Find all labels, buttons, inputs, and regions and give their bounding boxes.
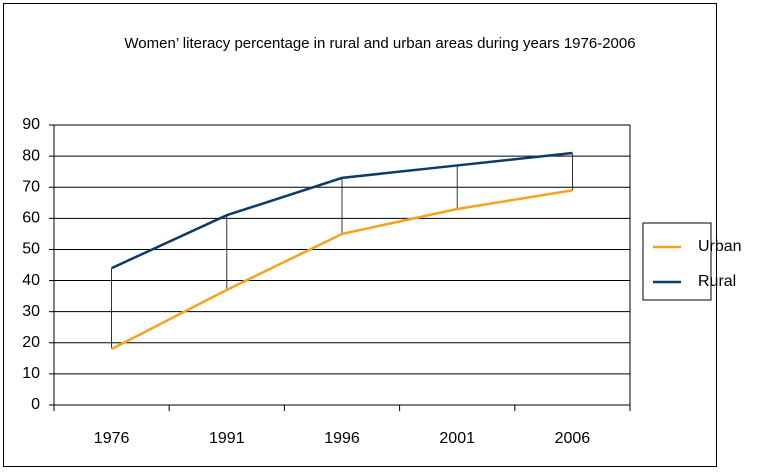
y-tick-label: 90	[22, 116, 40, 133]
series-line	[111, 189, 573, 351]
y-tick-label: 60	[22, 210, 40, 227]
y-tick-label: 10	[22, 365, 40, 382]
y-tick-label: 70	[22, 178, 40, 195]
chart-frame	[3, 3, 717, 467]
y-tick-label: 20	[22, 334, 40, 351]
legend-box	[642, 222, 712, 301]
x-tick-label: 2006	[555, 430, 591, 447]
x-tick-label: 1976	[94, 430, 130, 447]
chart-title: Women’ literacy percentage in rural and …	[124, 35, 635, 52]
y-tick-label: 80	[22, 147, 40, 164]
y-tick-label: 0	[31, 396, 40, 413]
series-line	[111, 151, 573, 270]
y-tick-label: 40	[22, 272, 40, 289]
y-tick-label: 30	[22, 303, 40, 320]
x-tick-label: 1991	[209, 430, 245, 447]
x-tick-label: 1996	[324, 430, 360, 447]
y-tick-label: 50	[22, 241, 40, 258]
legend-label: Urban	[698, 238, 742, 255]
legend-label: Rural	[698, 273, 736, 290]
x-tick-label: 2001	[439, 430, 475, 447]
